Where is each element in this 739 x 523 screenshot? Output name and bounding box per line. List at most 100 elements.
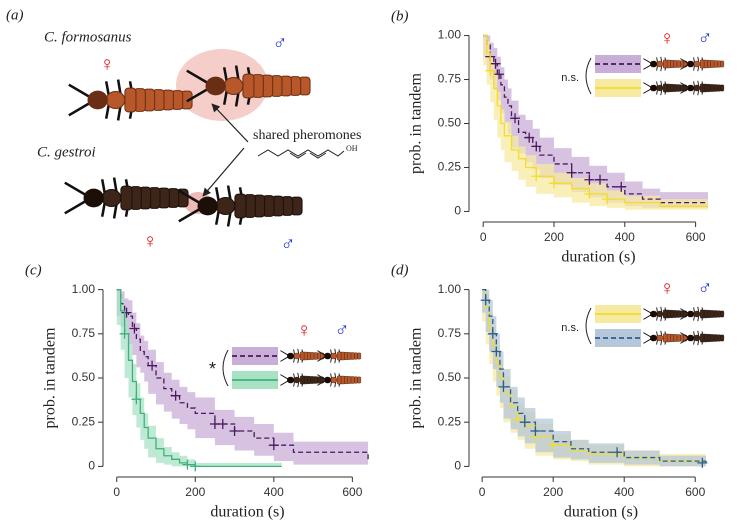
- termite-head: [650, 310, 658, 318]
- termite: [186, 65, 311, 107]
- x-axis-label: duration (s): [561, 249, 635, 266]
- censor-mark: [548, 178, 559, 189]
- censor-mark: [487, 328, 498, 339]
- termite-leg: [680, 82, 688, 88]
- y-tick-label: 0.25: [72, 414, 96, 428]
- termite-thorax: [293, 352, 301, 360]
- termite-leg: [643, 332, 651, 338]
- censor-mark: [530, 426, 541, 437]
- arrow: [211, 103, 249, 143]
- y-tick-label: 0.50: [72, 370, 96, 384]
- termite-head: [324, 352, 332, 360]
- x-tick-label: 0: [113, 485, 120, 499]
- termite-leg: [186, 88, 208, 103]
- termite-thorax: [656, 60, 664, 68]
- termite-segment: [337, 351, 342, 361]
- termite-thorax: [330, 352, 338, 360]
- termite-segment: [700, 83, 705, 93]
- termite-segment: [663, 83, 668, 93]
- termite-thorax: [693, 334, 701, 342]
- termite-thorax: [101, 188, 122, 208]
- censor-mark: [595, 174, 606, 185]
- termite-thorax: [223, 76, 244, 96]
- panel-label: (c): [25, 262, 42, 278]
- termite-leg: [680, 58, 688, 64]
- x-tick-label: 600: [342, 485, 362, 499]
- x-tick-label: 0: [480, 230, 487, 244]
- x-tick-label: 200: [185, 485, 205, 499]
- termite-leg: [68, 83, 90, 98]
- termite-leg: [280, 380, 288, 386]
- termite-leg: [643, 88, 651, 94]
- y-tick-label: 0: [454, 459, 461, 473]
- y-tick-label: 0.75: [438, 326, 462, 340]
- y-tick-label: 0.75: [438, 72, 462, 86]
- termite-head: [205, 76, 226, 96]
- confidence-band: [116, 289, 369, 465]
- termite-thorax: [656, 310, 664, 318]
- termite: [178, 185, 303, 227]
- termite-leg: [280, 374, 288, 380]
- arrow: [202, 147, 245, 197]
- termite-leg: [680, 64, 688, 70]
- termite-head: [87, 90, 108, 110]
- y-tick-label: 0.50: [438, 116, 462, 130]
- termite: [643, 330, 688, 346]
- termite-leg: [643, 308, 651, 314]
- x-axis-label: duration (s): [210, 504, 284, 521]
- panel-label: (d): [391, 262, 409, 278]
- termite-thorax: [693, 310, 701, 318]
- censor-mark: [119, 328, 130, 339]
- termite: [280, 372, 325, 388]
- censor-mark: [494, 69, 505, 80]
- termite: [280, 348, 325, 364]
- male-symbol: ♂: [698, 278, 713, 300]
- y-tick-label: 0.25: [438, 160, 462, 174]
- chem-label: OH: [346, 144, 358, 153]
- termite: [680, 306, 725, 322]
- x-tick-label: 0: [479, 485, 486, 499]
- censor-mark: [697, 457, 708, 468]
- censor-mark: [485, 65, 496, 76]
- species-label: C. formosanus: [44, 29, 132, 45]
- termite-segment: [663, 59, 668, 69]
- termite-head: [687, 84, 695, 92]
- legend-bracket: [585, 57, 592, 95]
- termite-segment: [337, 375, 342, 385]
- y-axis-label: prob. in tandem: [408, 327, 425, 428]
- termite-segment: [242, 73, 255, 99]
- termite-thorax: [215, 196, 236, 216]
- panel-label: (b): [391, 8, 409, 24]
- termite-leg: [643, 338, 651, 344]
- termite-leg: [317, 356, 325, 362]
- censor-mark: [182, 459, 193, 470]
- pheromone-structure: [257, 149, 345, 157]
- termite-thorax: [330, 376, 338, 384]
- termite-leg: [317, 350, 325, 356]
- female-symbol: ♀: [660, 278, 675, 300]
- confidence-band: [482, 289, 706, 467]
- annotation: shared pheromones: [253, 128, 361, 143]
- termite-leg: [680, 88, 688, 94]
- survival-line: [116, 288, 369, 460]
- censor-mark: [548, 440, 559, 451]
- termite-thorax: [293, 376, 301, 384]
- termite-leg: [317, 374, 325, 380]
- female-symbol: ♀: [297, 320, 312, 342]
- legend-bracket: [585, 307, 592, 345]
- censor-mark: [190, 461, 201, 472]
- y-tick-label: 0: [88, 459, 95, 473]
- termite-leg: [280, 356, 288, 362]
- x-axis-label: duration (s): [564, 504, 638, 521]
- y-tick-label: 1.00: [72, 282, 96, 296]
- termite-head: [650, 334, 658, 342]
- x-tick-label: 200: [544, 230, 564, 244]
- termite: [680, 56, 725, 72]
- censor-mark: [524, 132, 535, 143]
- censor-mark: [129, 323, 140, 334]
- y-axis-label: prob. in tandem: [408, 73, 425, 174]
- censor-mark: [498, 381, 509, 392]
- y-tick-label: 0.75: [72, 326, 96, 340]
- censor-mark: [531, 141, 542, 152]
- x-tick-label: 400: [614, 485, 634, 499]
